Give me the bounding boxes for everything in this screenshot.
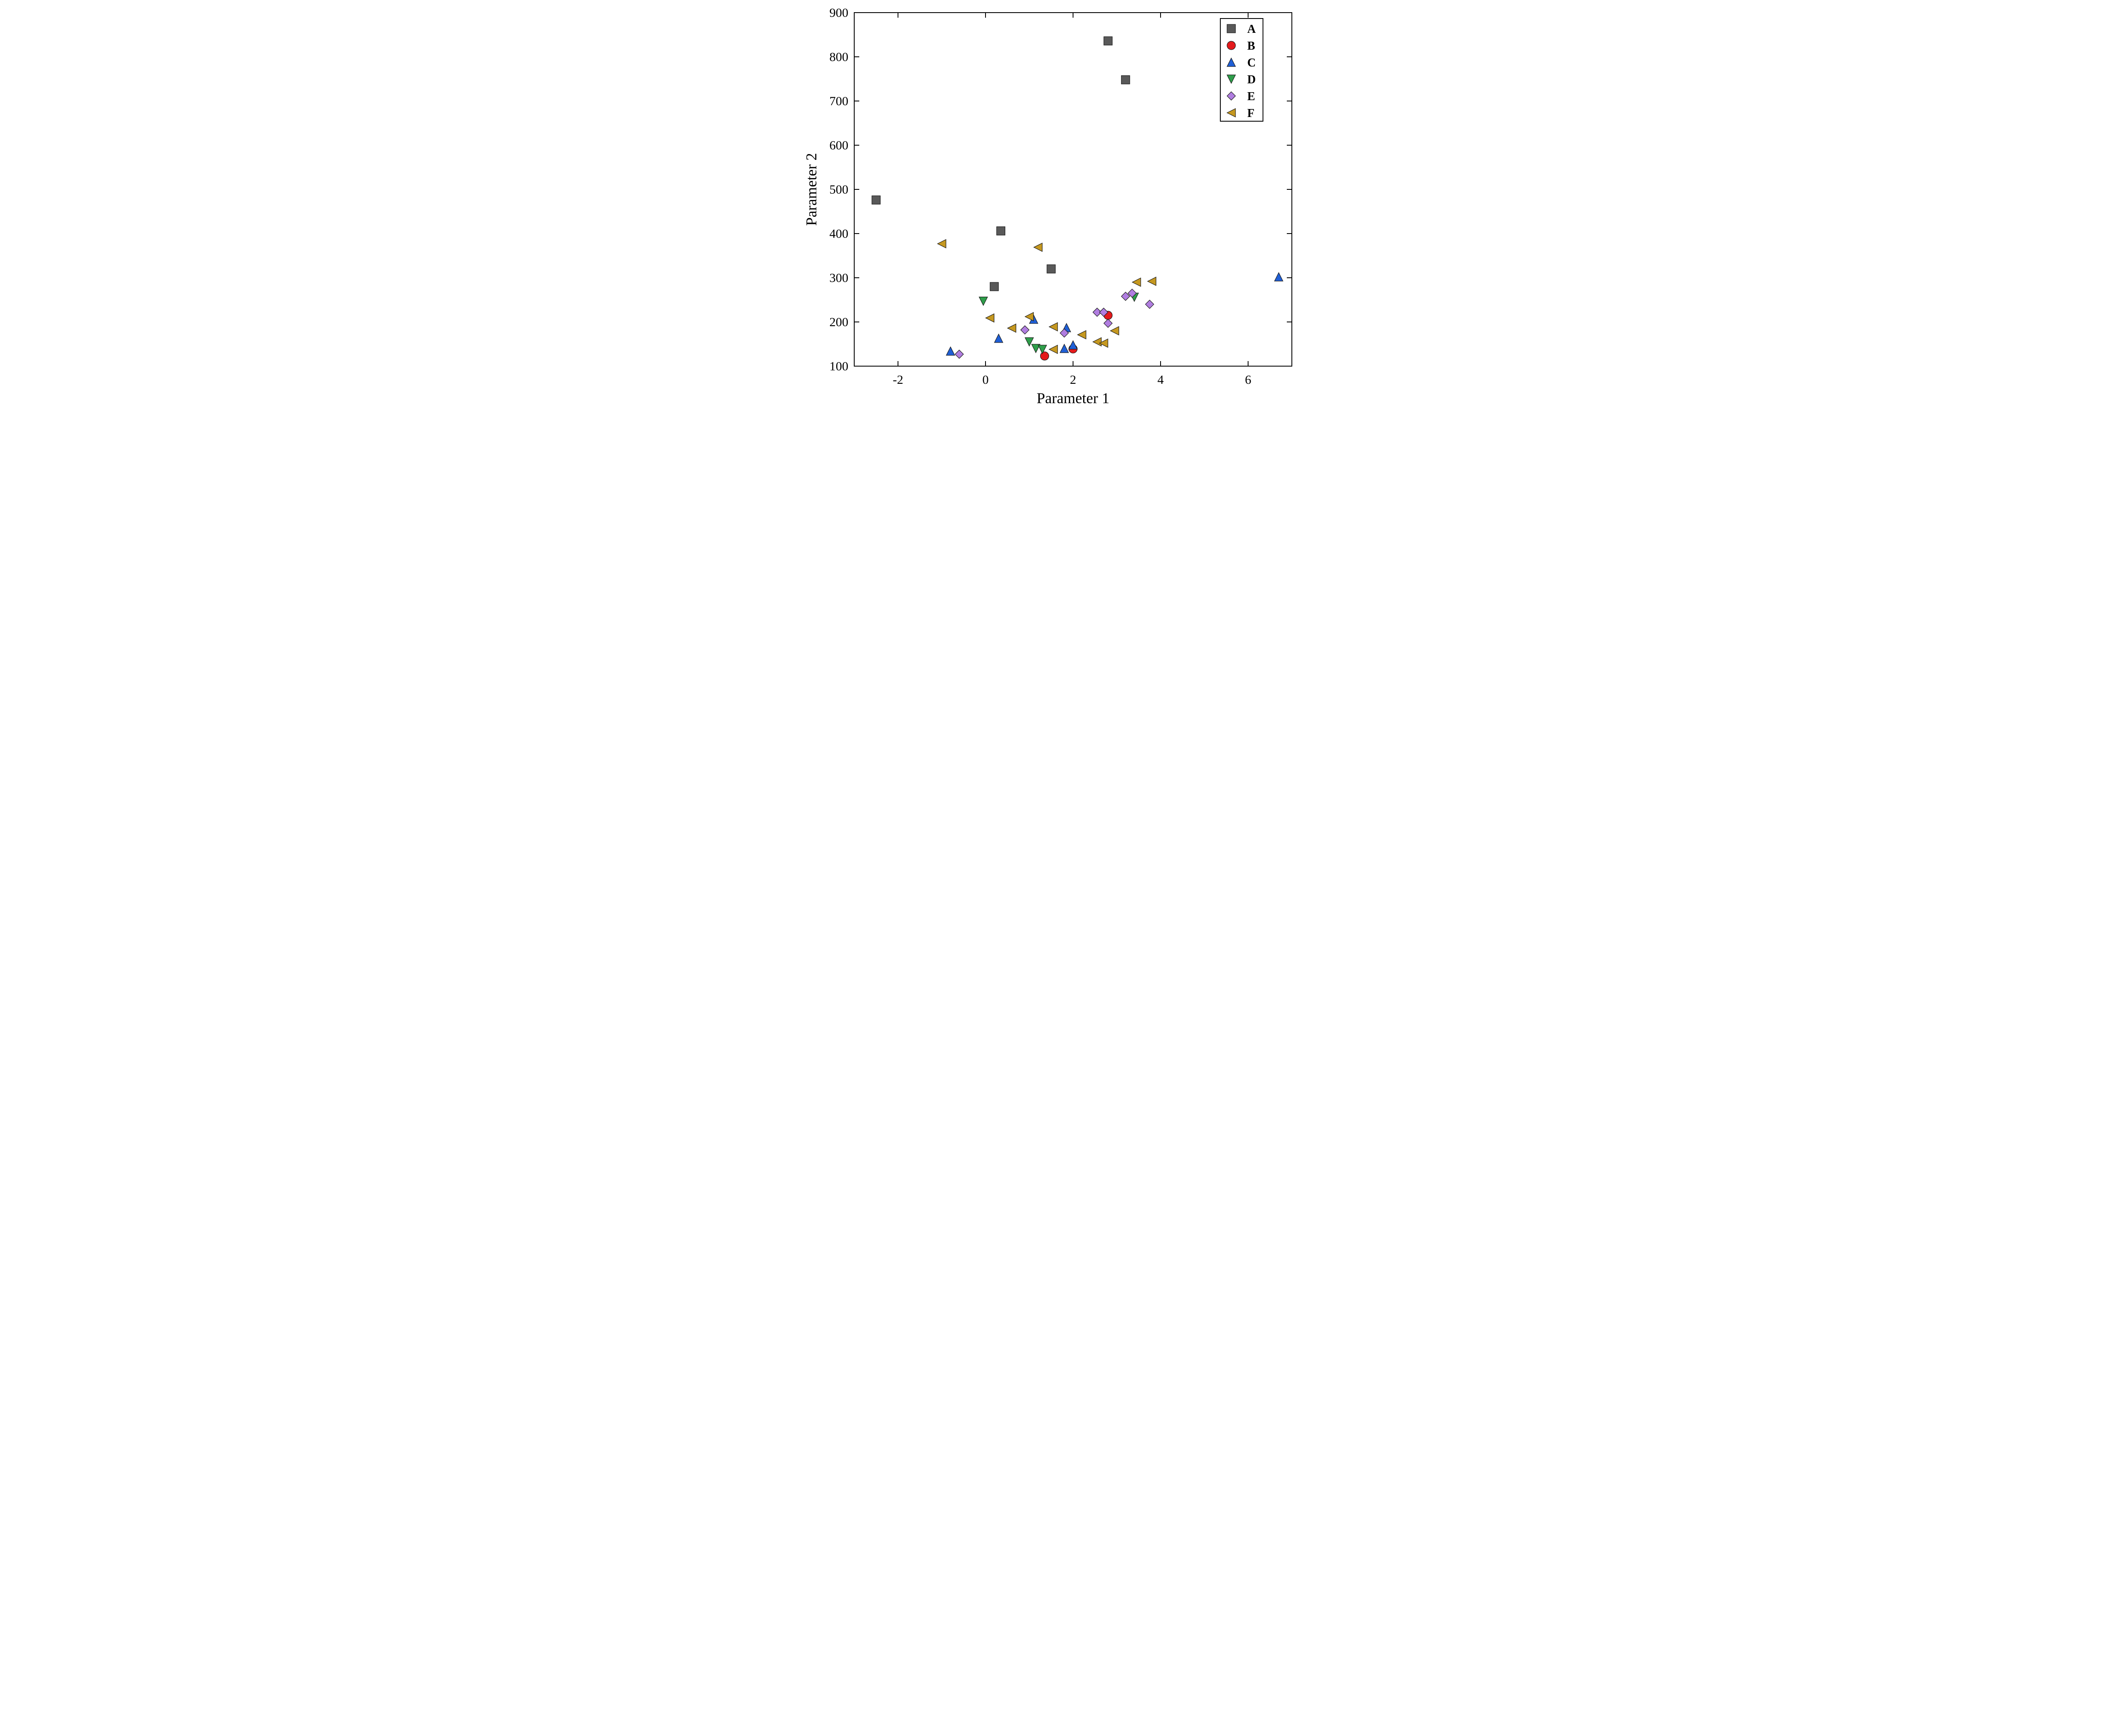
- y-tick-label: 400: [829, 227, 848, 241]
- y-tick-label: 900: [829, 6, 848, 20]
- x-tick-label: -2: [893, 373, 903, 387]
- point-B: [1040, 352, 1049, 360]
- y-tick-label: 700: [829, 94, 848, 108]
- point-A: [872, 196, 880, 204]
- legend-label: E: [1247, 90, 1255, 103]
- y-tick-label: 200: [829, 315, 848, 329]
- y-axis-label: Parameter 2: [803, 153, 820, 226]
- y-tick-label: 100: [829, 359, 848, 373]
- x-tick-label: 4: [1158, 373, 1164, 387]
- legend-label: F: [1247, 107, 1254, 120]
- x-tick-label: 6: [1245, 373, 1251, 387]
- scatter-chart: -2 0 2 4 6 100 200 300 400 500 600 700 800 900 Paramet…: [795, 0, 1309, 421]
- legend-label: B: [1247, 40, 1255, 53]
- x-axis-label: Parameter 1: [1037, 390, 1110, 407]
- y-tick-label: 500: [829, 183, 848, 197]
- point-A: [1047, 265, 1055, 273]
- x-tick-label: 0: [983, 373, 989, 387]
- point-A: [1104, 37, 1112, 45]
- legend-label: D: [1247, 73, 1256, 86]
- y-tick-label: 300: [829, 271, 848, 285]
- legend-label: C: [1247, 56, 1256, 69]
- legend-label: A: [1247, 23, 1256, 36]
- chart-svg: -2 0 2 4 6 100 200 300 400 500 600 700 800 900 Paramet…: [795, 0, 1309, 421]
- point-A: [1121, 76, 1130, 84]
- x-tick-label: 2: [1070, 373, 1076, 387]
- legend: ABCDEF: [1220, 19, 1263, 121]
- point-A: [990, 282, 999, 291]
- point-A: [996, 227, 1005, 235]
- y-tick-label: 600: [829, 138, 848, 152]
- y-tick-label: 800: [829, 50, 848, 64]
